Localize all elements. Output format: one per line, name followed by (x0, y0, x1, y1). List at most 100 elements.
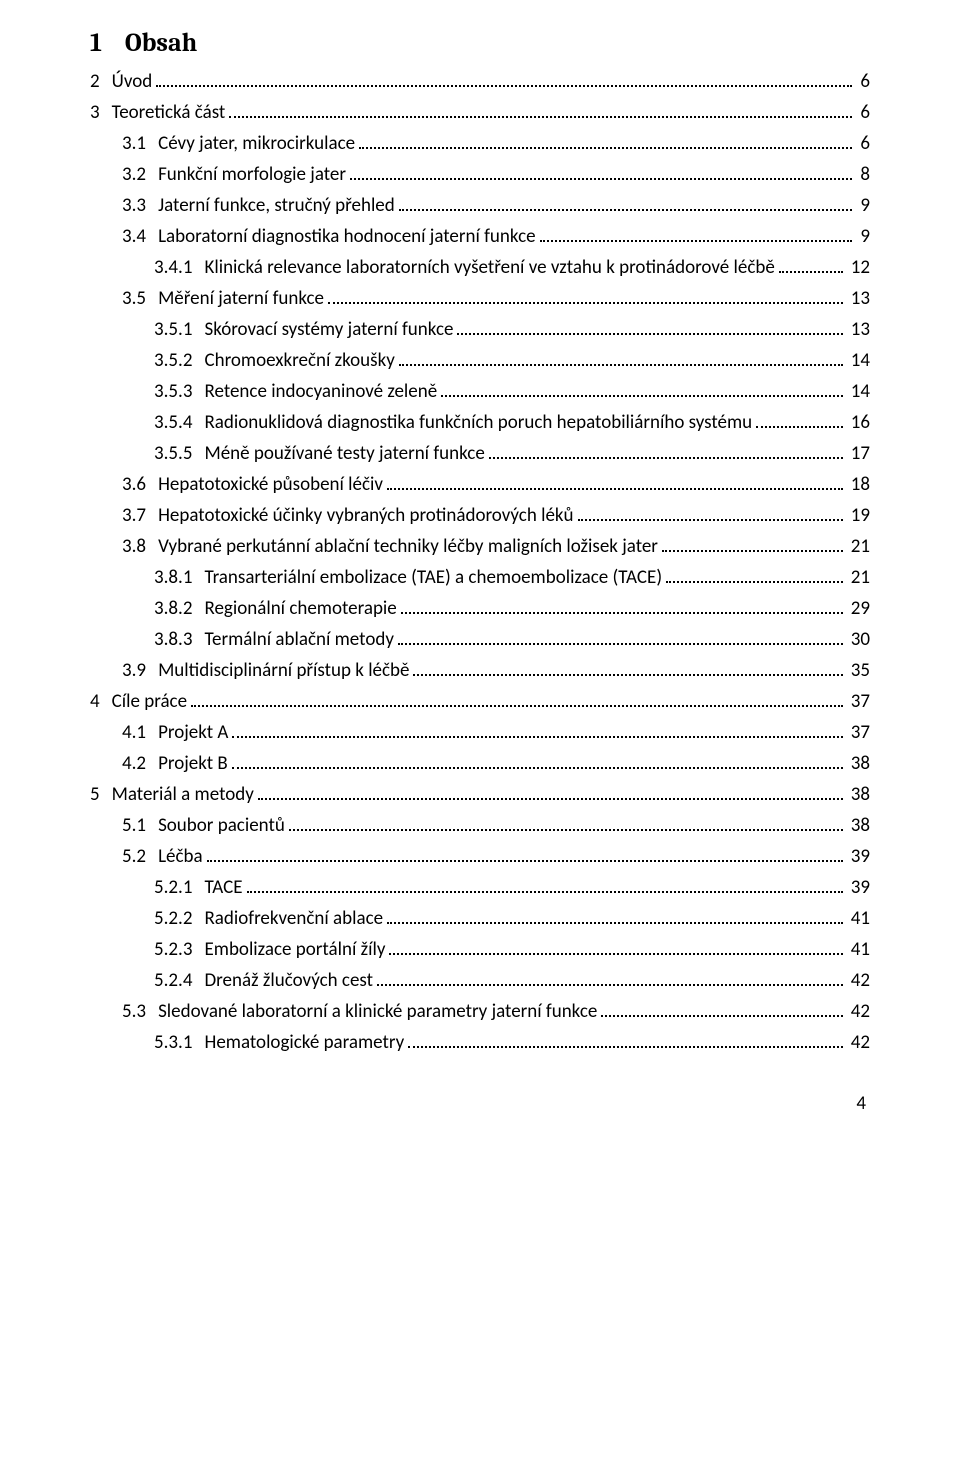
toc-leader-dots (232, 755, 843, 769)
toc-leader-dots (247, 879, 843, 893)
toc-leader-dots (328, 290, 843, 304)
toc-entry-num: 3.4 (122, 227, 158, 246)
toc-entry-page: 6 (856, 72, 870, 91)
toc-title-num: 1 (90, 28, 102, 58)
toc-entry-num: 3.8.3 (154, 630, 204, 649)
toc-entry-page: 42 (847, 971, 870, 990)
toc-leader-dots (779, 259, 843, 273)
toc-entry-label: Sledované laboratorní a klinické paramet… (158, 1002, 597, 1021)
toc-entry: 3.2Funkční morfologie jater 8 (90, 165, 870, 184)
toc-leader-dots (666, 569, 843, 583)
toc-entry-label: Transarteriální embolizace (TAE) a chemo… (204, 568, 662, 587)
toc-entry-page: 42 (847, 1033, 870, 1052)
toc-entry: 5.3.1Hematologické parametry42 (90, 1033, 870, 1052)
toc-entry-num: 5.2.4 (154, 971, 204, 990)
toc-entry: 3.3Jaterní funkce, stručný přehled9 (90, 196, 870, 215)
toc-entry-num: 3.1 (122, 134, 158, 153)
toc-entry-num: 3.5.5 (154, 444, 204, 463)
toc-entry-num: 5.3 (122, 1002, 158, 1021)
toc-entry-num: 3.5.4 (154, 413, 204, 432)
toc-entry: 3.8Vybrané perkutánní ablační techniky l… (90, 537, 870, 556)
toc-title: 1 Obsah (90, 28, 870, 58)
toc-entry: 3.5.3Retence indocyaninové zeleně 14 (90, 382, 870, 401)
toc-entry: 4.2Projekt B38 (90, 754, 870, 773)
toc-entry-num: 3.8.1 (154, 568, 204, 587)
toc-entry-page: 6 (856, 103, 870, 122)
toc-entry-label: Laboratorní diagnostika hodnocení jatern… (158, 227, 536, 246)
toc-leader-dots (662, 538, 843, 552)
toc-entry-label: Regionální chemoterapie (204, 599, 396, 618)
toc-entry: 3.7Hepatotoxické účinky vybraných protin… (90, 506, 870, 525)
toc-entry: 3.8.3Termální ablační metody 30 (90, 630, 870, 649)
toc-entry-num: 3.8 (122, 537, 158, 556)
toc-entry-label: Embolizace portální žíly (204, 940, 385, 959)
toc-entry-num: 3.9 (122, 661, 158, 680)
toc-entry-page: 18 (847, 475, 870, 494)
toc-entry-num: 4 (90, 692, 112, 711)
toc-entry-page: 42 (847, 1002, 870, 1021)
toc-entry: 4Cíle práce37 (90, 692, 870, 711)
toc-entry-num: 3.5.2 (154, 351, 204, 370)
toc-entry-label: Termální ablační metody (204, 630, 393, 649)
toc-leader-dots (387, 910, 843, 924)
toc-entry-num: 5.2.3 (154, 940, 204, 959)
toc-leader-dots (457, 321, 842, 335)
toc-entry-num: 3.5.3 (154, 382, 204, 401)
toc-entry-page: 8 (856, 165, 870, 184)
toc-entry-page: 21 (847, 568, 870, 587)
toc-entry-label: Retence indocyaninové zeleně (204, 382, 437, 401)
toc-leader-dots (413, 662, 842, 676)
toc-entry-page: 16 (847, 413, 870, 432)
toc-entry-page: 35 (847, 661, 870, 680)
toc-entry-label: Hepatotoxické působení léčiv (158, 475, 383, 494)
toc-leader-dots (398, 631, 843, 645)
toc-entry-label: Soubor pacientů (158, 816, 285, 835)
toc-entry-page: 6 (856, 134, 870, 153)
toc-entry-page: 9 (856, 227, 870, 246)
toc-entry-page: 12 (847, 258, 870, 277)
toc-entry: 3.4.1Klinická relevance laboratorních vy… (90, 258, 870, 277)
toc-entry-page: 37 (847, 692, 870, 711)
toc-entry-label: TACE (204, 878, 242, 897)
toc-entry: 5.2Léčba39 (90, 847, 870, 866)
toc-entry-page: 17 (847, 444, 870, 463)
toc-leader-dots (229, 104, 852, 118)
toc-leader-dots (489, 445, 843, 459)
toc-entry-num: 5.2.1 (154, 878, 204, 897)
toc-entry-label: Drenáž žlučových cest (204, 971, 373, 990)
toc-leader-dots (401, 600, 843, 614)
toc-entry-label: Funkční morfologie jater (158, 165, 346, 184)
toc-entry: 5.3Sledované laboratorní a klinické para… (90, 1002, 870, 1021)
toc-entry: 3.6Hepatotoxické působení léčiv 18 (90, 475, 870, 494)
toc-leader-dots (207, 848, 843, 862)
toc-entry-page: 19 (847, 506, 870, 525)
toc-entry: 3.9Multidisciplinární přístup k léčbě 35 (90, 661, 870, 680)
toc-entry-label: Multidisciplinární přístup k léčbě (158, 661, 409, 680)
toc-entry-page: 13 (847, 289, 870, 308)
toc-leader-dots (399, 197, 853, 211)
toc-entry: 3.8.1Transarteriální embolizace (TAE) a … (90, 568, 870, 587)
toc-entry: 3.1Cévy jater, mikrocirkulace 6 (90, 134, 870, 153)
toc-entry-page: 39 (847, 847, 870, 866)
toc-body: 2Úvod63Teoretická část63.1Cévy jater, mi… (90, 72, 870, 1052)
toc-entry-label: Cévy jater, mikrocirkulace (158, 134, 355, 153)
toc-entry: 3.5.5Méně používané testy jaterní funkce… (90, 444, 870, 463)
toc-entry-num: 3.5 (122, 289, 158, 308)
toc-entry-page: 41 (847, 940, 870, 959)
toc-entry-page: 39 (847, 878, 870, 897)
toc-entry: 4.1Projekt A37 (90, 723, 870, 742)
toc-entry-label: Projekt B (158, 754, 228, 773)
toc-leader-dots (389, 941, 842, 955)
toc-entry: 5.2.4Drenáž žlučových cest 42 (90, 971, 870, 990)
toc-leader-dots (441, 383, 843, 397)
toc-entry-num: 3.2 (122, 165, 158, 184)
toc-entry-page: 30 (847, 630, 870, 649)
toc-entry: 5.2.3Embolizace portální žíly 41 (90, 940, 870, 959)
toc-entry-label: Chromoexkreční zkoušky (204, 351, 394, 370)
toc-entry-page: 38 (847, 754, 870, 773)
toc-entry-num: 3.6 (122, 475, 158, 494)
toc-entry-label: Hematologické parametry (204, 1033, 404, 1052)
toc-entry-page: 14 (847, 382, 870, 401)
toc-entry-label: Radiofrekvenční ablace (204, 909, 383, 928)
toc-leader-dots (258, 786, 843, 800)
